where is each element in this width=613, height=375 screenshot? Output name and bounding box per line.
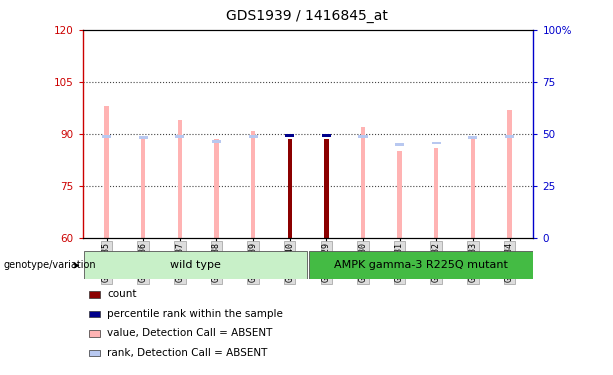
Bar [251,130,255,238]
Bar [104,106,109,238]
Bar [468,136,478,139]
Bar [212,140,221,143]
Bar [471,138,475,238]
Bar [141,136,145,238]
Bar [215,139,219,238]
Text: percentile rank within the sample: percentile rank within the sample [107,309,283,319]
Bar [322,134,331,137]
Bar [395,143,404,146]
Bar [248,135,257,138]
Text: GDS1939 / 1416845_at: GDS1939 / 1416845_at [226,9,387,23]
Bar [309,251,533,279]
Bar [178,120,182,238]
Bar [505,135,514,138]
Bar [287,139,292,238]
Bar [508,110,512,238]
Text: count: count [107,290,137,299]
Bar [285,134,294,137]
Text: value, Detection Call = ABSENT: value, Detection Call = ABSENT [107,328,273,338]
Bar [361,127,365,238]
Bar [359,135,368,138]
Bar [83,251,307,279]
Bar [102,135,111,138]
Bar [139,136,148,139]
Bar [434,148,438,238]
Text: AMPK gamma-3 R225Q mutant: AMPK gamma-3 R225Q mutant [333,260,508,270]
Text: genotype/variation: genotype/variation [3,261,96,270]
Bar [175,135,185,138]
Bar [432,142,441,144]
Bar [397,152,402,238]
Text: rank, Detection Call = ABSENT: rank, Detection Call = ABSENT [107,348,268,358]
Text: wild type: wild type [170,260,221,270]
Bar [324,139,329,238]
